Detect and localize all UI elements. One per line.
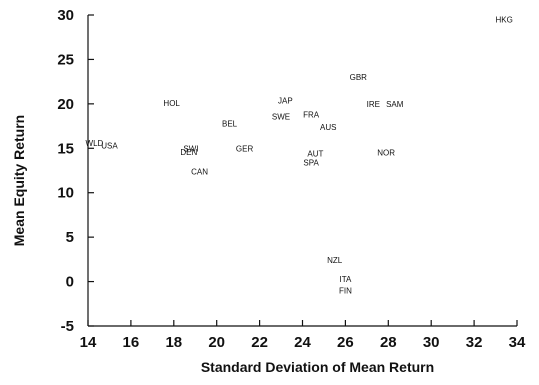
x-tick-label: 14 <box>80 334 97 351</box>
x-tick-label: 24 <box>294 334 311 351</box>
y-tick-label: 0 <box>66 274 74 291</box>
y-tick-label: 10 <box>57 185 74 202</box>
y-tick-label: 20 <box>57 96 74 113</box>
data-point-label: HOL <box>163 99 180 108</box>
data-point-label: BEL <box>222 119 238 128</box>
x-tick-label: 18 <box>165 334 182 351</box>
data-point-label: HKG <box>495 15 512 24</box>
y-tick-label: 25 <box>57 51 74 68</box>
x-tick-label: 28 <box>380 334 397 351</box>
data-point-label: GBR <box>350 73 368 82</box>
data-point-label: AUS <box>320 123 336 132</box>
y-tick-group: -5 0 5 10 15 20 25 30 <box>57 7 94 335</box>
data-point-label: FIN <box>339 286 352 295</box>
y-tick-label: 5 <box>66 229 74 246</box>
data-point-label: AUT <box>307 150 323 159</box>
data-point-label: JAP <box>278 96 293 105</box>
data-point-label: NOR <box>377 149 395 158</box>
data-point-label: ITA <box>339 275 352 284</box>
data-point-label: IRE <box>367 100 380 109</box>
x-tick-label: 34 <box>509 334 526 351</box>
data-point-label: GER <box>236 144 254 153</box>
y-axis-title: Mean Equity Return <box>11 115 27 246</box>
data-point-label: USA <box>101 142 118 151</box>
y-tick-label: -5 <box>61 318 74 335</box>
data-point-label: NZL <box>327 256 343 265</box>
x-tick-label: 26 <box>337 334 354 351</box>
y-tick-label: 30 <box>57 7 74 24</box>
data-point-label: SWE <box>272 112 290 121</box>
data-point-label: SPA <box>303 159 319 168</box>
x-tick-label: 22 <box>251 334 268 351</box>
data-point-label: SAM <box>386 100 404 109</box>
y-tick-label: 15 <box>57 140 74 157</box>
x-tick-group: 14 16 18 20 22 24 26 28 30 32 34 <box>80 320 526 351</box>
x-tick-label: 32 <box>466 334 483 351</box>
data-point-label: WLD <box>86 139 104 148</box>
data-point-label: DEN <box>180 148 197 157</box>
data-point-label: SWI <box>183 144 198 153</box>
x-tick-label: 20 <box>208 334 225 351</box>
data-point-label: CAN <box>191 167 208 176</box>
x-tick-label: 16 <box>123 334 140 351</box>
x-axis-title: Standard Deviation of Mean Return <box>201 359 434 375</box>
x-tick-label: 30 <box>423 334 440 351</box>
data-point-label: FRA <box>303 111 320 120</box>
